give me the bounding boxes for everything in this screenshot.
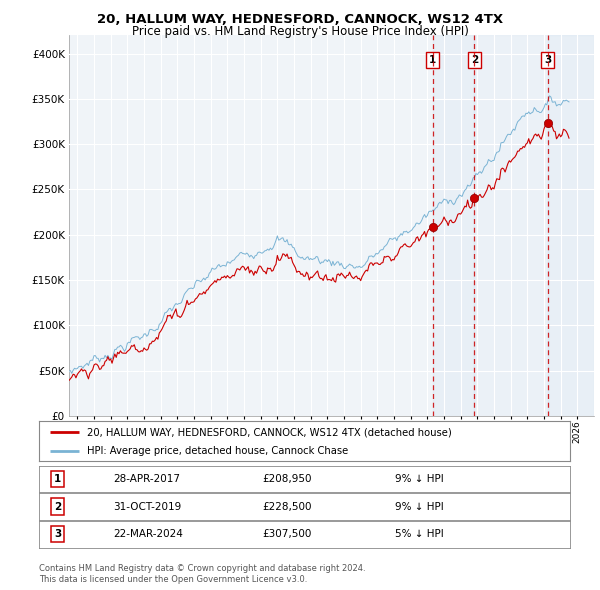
Text: 3: 3 (54, 529, 61, 539)
Text: 20, HALLUM WAY, HEDNESFORD, CANNOCK, WS12 4TX: 20, HALLUM WAY, HEDNESFORD, CANNOCK, WS1… (97, 13, 503, 26)
Bar (548, 35, 594, 416)
Text: 2: 2 (471, 55, 478, 65)
Text: 1: 1 (429, 55, 436, 65)
Bar (475, 35, 548, 416)
Bar (433, 35, 475, 416)
Text: Contains HM Land Registry data © Crown copyright and database right 2024.: Contains HM Land Registry data © Crown c… (39, 565, 365, 573)
Text: This data is licensed under the Open Government Licence v3.0.: This data is licensed under the Open Gov… (39, 575, 307, 584)
Text: 22-MAR-2024: 22-MAR-2024 (113, 529, 183, 539)
Text: HPI: Average price, detached house, Cannock Chase: HPI: Average price, detached house, Cann… (87, 447, 348, 456)
Text: £208,950: £208,950 (262, 474, 311, 484)
Text: 2: 2 (54, 502, 61, 512)
Text: 3: 3 (544, 55, 551, 65)
Text: Price paid vs. HM Land Registry's House Price Index (HPI): Price paid vs. HM Land Registry's House … (131, 25, 469, 38)
Text: £228,500: £228,500 (262, 502, 311, 512)
Text: 31-OCT-2019: 31-OCT-2019 (113, 502, 182, 512)
Bar (548, 35, 594, 416)
Text: 9% ↓ HPI: 9% ↓ HPI (395, 474, 443, 484)
Text: 5% ↓ HPI: 5% ↓ HPI (395, 529, 443, 539)
Text: 28-APR-2017: 28-APR-2017 (113, 474, 181, 484)
Text: £307,500: £307,500 (262, 529, 311, 539)
Text: 9% ↓ HPI: 9% ↓ HPI (395, 502, 443, 512)
Text: 1: 1 (54, 474, 61, 484)
Text: 20, HALLUM WAY, HEDNESFORD, CANNOCK, WS12 4TX (detached house): 20, HALLUM WAY, HEDNESFORD, CANNOCK, WS1… (87, 428, 452, 438)
